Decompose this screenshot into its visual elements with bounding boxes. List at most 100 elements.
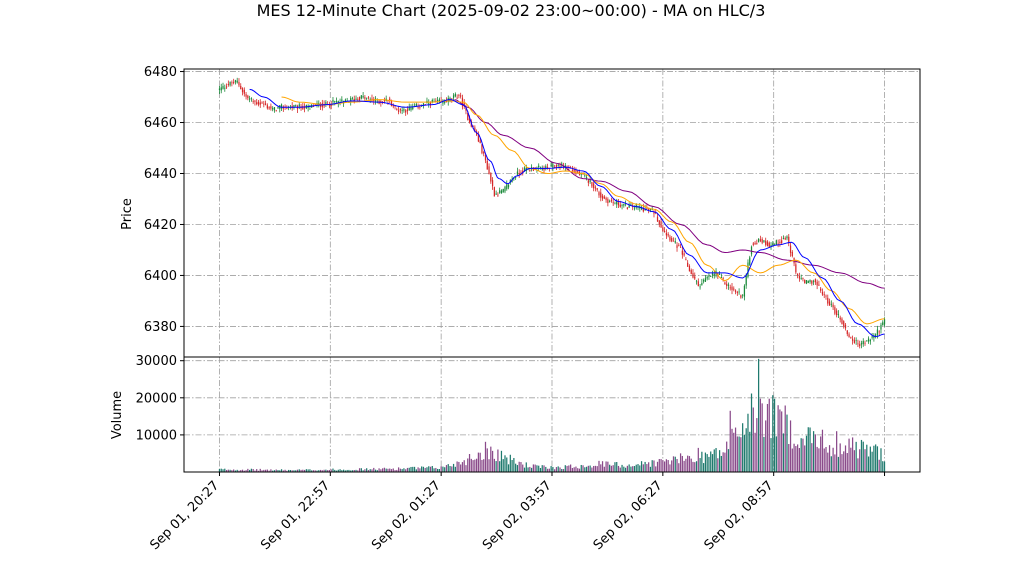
ma-slow-line xyxy=(454,99,885,289)
candle-body xyxy=(497,194,499,196)
candle-body xyxy=(557,164,559,166)
candle-body xyxy=(763,240,765,242)
candle-body xyxy=(293,105,295,108)
volume-bar xyxy=(598,460,600,472)
candle-body xyxy=(734,290,737,293)
volume-bar xyxy=(330,469,332,472)
volume-bar xyxy=(759,398,762,472)
volume-bar xyxy=(834,454,836,472)
candle-body xyxy=(697,281,699,287)
candle-body xyxy=(428,103,430,105)
candle-body xyxy=(422,103,425,106)
volume-bar xyxy=(690,458,692,472)
candle-body xyxy=(238,81,240,86)
candle-body xyxy=(261,102,263,104)
volume-bar xyxy=(653,460,655,472)
candle-body xyxy=(523,167,526,172)
x-tick-label: Sep 02, 03:57 xyxy=(480,478,555,553)
candle-body xyxy=(545,166,547,169)
candle-body xyxy=(280,104,283,109)
volume-bar xyxy=(687,455,689,472)
volume-bar xyxy=(435,467,437,472)
volume-bar xyxy=(247,468,249,472)
volume-bar xyxy=(866,444,868,472)
volume-bar xyxy=(726,441,728,472)
ma-fast-line xyxy=(249,88,885,338)
candle-body xyxy=(619,204,621,207)
candle-body xyxy=(484,154,487,161)
volume-bar xyxy=(328,470,331,472)
candle-body xyxy=(616,201,618,205)
candle-body xyxy=(257,101,260,105)
volume-bar xyxy=(857,458,859,472)
candle-body xyxy=(479,140,481,144)
volume-bar xyxy=(325,469,327,472)
volume-bar xyxy=(417,467,419,472)
volume-bar xyxy=(830,456,832,472)
candle-body xyxy=(399,108,401,111)
volume-bar xyxy=(484,441,487,472)
volume-bar xyxy=(394,470,396,472)
volume-bar xyxy=(366,468,368,472)
candle-body xyxy=(651,209,653,210)
volume-bar xyxy=(257,470,260,472)
price-axis-title: Price xyxy=(120,198,135,230)
candle-body xyxy=(273,107,276,111)
candle-body xyxy=(685,259,687,261)
volume-bar xyxy=(293,470,295,472)
volume-bar xyxy=(468,454,471,472)
volume-bar xyxy=(504,455,506,472)
candle-body xyxy=(344,99,347,102)
volume-bar xyxy=(408,467,410,472)
candle-body xyxy=(559,165,561,169)
candle-body xyxy=(736,292,738,293)
volume-bar xyxy=(646,464,648,472)
volume-bar xyxy=(380,469,382,472)
volume-bar xyxy=(860,439,863,472)
candle-body xyxy=(782,238,785,239)
volume-bar xyxy=(367,470,370,472)
volume-bar xyxy=(745,428,747,472)
candle-body xyxy=(364,97,366,99)
volume-bar xyxy=(727,449,730,472)
candle-body xyxy=(499,190,501,193)
candle-body xyxy=(678,244,680,246)
candle-body xyxy=(594,187,597,189)
candle-body xyxy=(353,98,355,101)
volume-bar xyxy=(708,456,710,472)
volume-bar xyxy=(853,450,856,472)
volume-bar xyxy=(389,468,391,472)
volume-bar xyxy=(775,436,777,472)
candle-body xyxy=(600,192,602,198)
volume-bar xyxy=(797,444,799,472)
candle-body xyxy=(227,84,229,86)
volume-bar xyxy=(871,451,873,472)
volume-bar xyxy=(610,465,613,472)
candle-body xyxy=(814,279,816,283)
candle-body xyxy=(630,204,632,206)
candle-body xyxy=(614,203,616,205)
volume-tick-label: 20000 xyxy=(136,391,177,406)
volume-bar xyxy=(566,465,568,472)
volume-bar xyxy=(648,462,650,472)
volume-bar xyxy=(821,429,824,472)
candle-body xyxy=(392,104,394,107)
candle-body xyxy=(491,180,494,187)
candle-body xyxy=(624,203,627,205)
volume-bar xyxy=(516,465,519,472)
candle-body xyxy=(656,216,659,222)
volume-bar xyxy=(357,470,359,472)
price-tick-label: 6460 xyxy=(144,116,177,131)
volume-bar xyxy=(672,456,675,472)
volume-bar xyxy=(259,468,261,472)
candle-body xyxy=(341,99,343,102)
volume-bar xyxy=(674,456,676,472)
volume-bar xyxy=(555,467,558,472)
candle-body xyxy=(412,107,414,110)
candle-body xyxy=(711,273,714,276)
price-tick-label: 6380 xyxy=(144,320,177,335)
candle-body xyxy=(882,322,884,326)
volume-bar xyxy=(374,469,377,472)
candle-body xyxy=(520,171,522,173)
